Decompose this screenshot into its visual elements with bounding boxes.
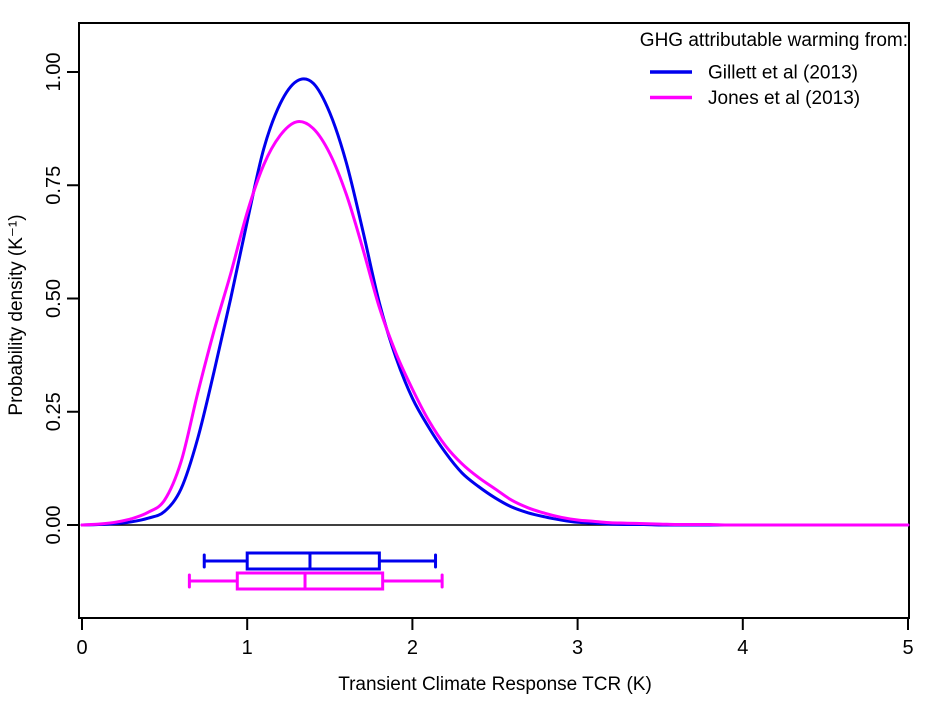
boxplots [187, 551, 444, 591]
y-axis: 0.00 0.25 0.50 0.75 1.00 [43, 53, 79, 545]
plot-border [78, 22, 910, 619]
y-tick-label: 0.25 [43, 392, 65, 431]
x-axis-title: Transient Climate Response TCR (K) [338, 674, 652, 695]
y-axis-title: Probability density (K⁻¹) [6, 214, 27, 415]
x-axis: 0 1 2 3 4 5 [76, 618, 914, 659]
x-tick-label: 5 [902, 637, 913, 659]
legend-label: Jones et al (2013) [708, 88, 860, 109]
x-tick-label: 2 [407, 637, 418, 659]
density-curves [80, 77, 910, 527]
density-curve-jones [80, 120, 910, 527]
legend-entry-gillett: Gillett et al (2013) [650, 63, 858, 84]
legend-title: GHG attributable warming from: [640, 30, 908, 51]
x-tick-label: 0 [76, 637, 87, 659]
y-tick-label: 0.50 [43, 279, 65, 318]
boxplot-gillett [202, 551, 438, 571]
legend-entries: Gillett et al (2013) Jones et al (2013) [650, 63, 860, 109]
x-tick-label: 4 [737, 637, 748, 659]
legend-entry-jones: Jones et al (2013) [650, 88, 860, 109]
legend-label: Gillett et al (2013) [708, 63, 858, 84]
y-tick-label: 0.75 [43, 166, 65, 205]
y-tick-label: 0.00 [43, 506, 65, 545]
y-tick-label: 1.00 [43, 53, 65, 92]
box [245, 551, 381, 571]
density-curve-gillett [80, 77, 910, 527]
x-tick-label: 3 [572, 637, 583, 659]
box [235, 571, 385, 591]
boxplot-jones [187, 571, 444, 591]
legend: GHG attributable warming from: Gillett e… [640, 30, 908, 109]
x-tick-label: 1 [242, 637, 253, 659]
